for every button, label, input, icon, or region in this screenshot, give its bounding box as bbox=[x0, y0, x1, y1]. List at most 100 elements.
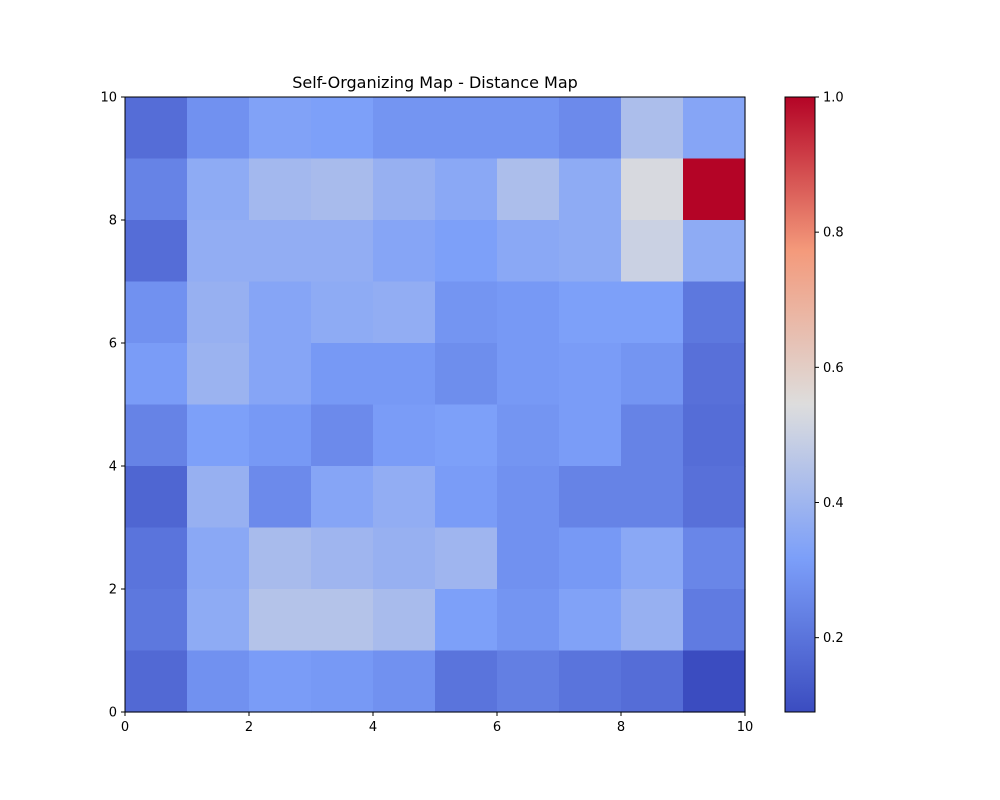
heatmap-cell bbox=[435, 589, 498, 652]
heatmap-cell bbox=[249, 343, 312, 406]
heatmap-cell bbox=[311, 589, 374, 652]
heatmap-cell bbox=[497, 466, 560, 529]
heatmap-cell bbox=[683, 220, 746, 283]
heatmap-cell bbox=[125, 220, 188, 283]
heatmap-cell bbox=[373, 220, 436, 283]
heatmap-cell bbox=[435, 404, 498, 467]
heatmap-cell bbox=[187, 158, 250, 221]
heatmap-cell bbox=[249, 220, 312, 283]
heatmap-cell bbox=[373, 343, 436, 406]
heatmap-cell bbox=[497, 343, 560, 406]
heatmap-cell bbox=[559, 97, 622, 160]
heatmap-cell bbox=[187, 589, 250, 652]
heatmap-cell bbox=[311, 527, 374, 590]
heatmap-cell bbox=[125, 589, 188, 652]
heatmap-cell bbox=[497, 281, 560, 344]
heatmap-cell bbox=[497, 220, 560, 283]
heatmap-cell bbox=[187, 527, 250, 590]
heatmap-cell bbox=[559, 343, 622, 406]
colorbar-gradient bbox=[785, 97, 815, 712]
heatmap-cell bbox=[683, 527, 746, 590]
heatmap-cell bbox=[559, 527, 622, 590]
heatmap-cell bbox=[249, 589, 312, 652]
colorbar-tick-label: 0.8 bbox=[823, 226, 844, 241]
heatmap-cell bbox=[187, 650, 250, 713]
heatmap-cell bbox=[125, 527, 188, 590]
heatmap-cell bbox=[373, 158, 436, 221]
y-tick-label: 6 bbox=[109, 337, 117, 352]
heatmap-cell bbox=[249, 97, 312, 160]
colorbar: 0.2 0.4 0.6 0.8 1.0 bbox=[784, 91, 844, 713]
heatmap-cell bbox=[187, 404, 250, 467]
x-tick-label: 4 bbox=[369, 720, 377, 735]
heatmap-cell bbox=[187, 343, 250, 406]
heatmap-cell bbox=[373, 466, 436, 529]
heatmap-cell bbox=[373, 404, 436, 467]
chart-title: Self-Organizing Map - Distance Map bbox=[292, 73, 578, 92]
plot-frame bbox=[124, 96, 746, 713]
x-tick-label: 6 bbox=[493, 720, 501, 735]
heatmap-cell bbox=[559, 650, 622, 713]
heatmap-cell bbox=[125, 650, 188, 713]
colorbar-tick-label: 0.6 bbox=[823, 361, 844, 376]
heatmap-cell bbox=[435, 466, 498, 529]
heatmap-cell bbox=[125, 281, 188, 344]
heatmap-cell bbox=[125, 466, 188, 529]
heatmap-cell bbox=[683, 589, 746, 652]
heatmap-cell bbox=[621, 404, 684, 467]
heatmap-cell bbox=[187, 97, 250, 160]
heatmap-cell bbox=[497, 404, 560, 467]
heatmap-cell bbox=[249, 404, 312, 467]
heatmap-cell bbox=[683, 281, 746, 344]
heatmap-cell bbox=[373, 650, 436, 713]
heatmap-cell bbox=[187, 220, 250, 283]
x-tick-label: 0 bbox=[121, 720, 129, 735]
heatmap-cell bbox=[621, 343, 684, 406]
heatmap-cell bbox=[187, 281, 250, 344]
plot-area bbox=[124, 96, 746, 713]
heatmap-cell bbox=[559, 281, 622, 344]
heatmap-cell bbox=[683, 97, 746, 160]
heatmap-cell bbox=[249, 527, 312, 590]
y-tick-label: 4 bbox=[109, 460, 117, 475]
heatmap-cell bbox=[559, 158, 622, 221]
heatmap-cell bbox=[621, 97, 684, 160]
heatmap-cell bbox=[435, 220, 498, 283]
heatmap-cell bbox=[559, 589, 622, 652]
heatmap-cell bbox=[559, 220, 622, 283]
heatmap-cell bbox=[311, 466, 374, 529]
heatmap-cell bbox=[621, 220, 684, 283]
heatmap-cell bbox=[497, 589, 560, 652]
heatmap-cell bbox=[683, 466, 746, 529]
colorbar-frame bbox=[784, 96, 816, 713]
y-axis: 0 2 4 6 8 10 bbox=[100, 91, 125, 721]
heatmap-cell bbox=[311, 281, 374, 344]
heatmap-cell bbox=[311, 220, 374, 283]
heatmap-cell bbox=[249, 650, 312, 713]
heatmap-cell bbox=[497, 650, 560, 713]
x-axis: 0 2 4 6 8 10 bbox=[121, 712, 753, 735]
y-tick-label: 0 bbox=[109, 706, 117, 721]
heatmap-cell bbox=[187, 466, 250, 529]
heatmap-cell bbox=[497, 158, 560, 221]
heatmap-cell bbox=[497, 527, 560, 590]
heatmap-cell bbox=[311, 158, 374, 221]
heatmap-cell bbox=[311, 404, 374, 467]
heatmap-cell bbox=[125, 343, 188, 406]
heatmap-cell bbox=[683, 404, 746, 467]
heatmap-cell bbox=[621, 281, 684, 344]
y-tick-label: 8 bbox=[109, 214, 117, 229]
x-tick-label: 10 bbox=[737, 720, 754, 735]
colorbar-tick-label: 1.0 bbox=[823, 91, 844, 106]
heatmap-cell bbox=[497, 97, 560, 160]
heatmap-cell bbox=[435, 650, 498, 713]
y-tick-label: 2 bbox=[109, 583, 117, 598]
heatmap-cell bbox=[435, 97, 498, 160]
x-tick-label: 2 bbox=[245, 720, 253, 735]
heatmap-cell bbox=[621, 466, 684, 529]
heatmap-cell bbox=[559, 404, 622, 467]
heatmap-cell bbox=[621, 158, 684, 221]
x-tick-label: 8 bbox=[617, 720, 625, 735]
heatmap-cell bbox=[559, 466, 622, 529]
